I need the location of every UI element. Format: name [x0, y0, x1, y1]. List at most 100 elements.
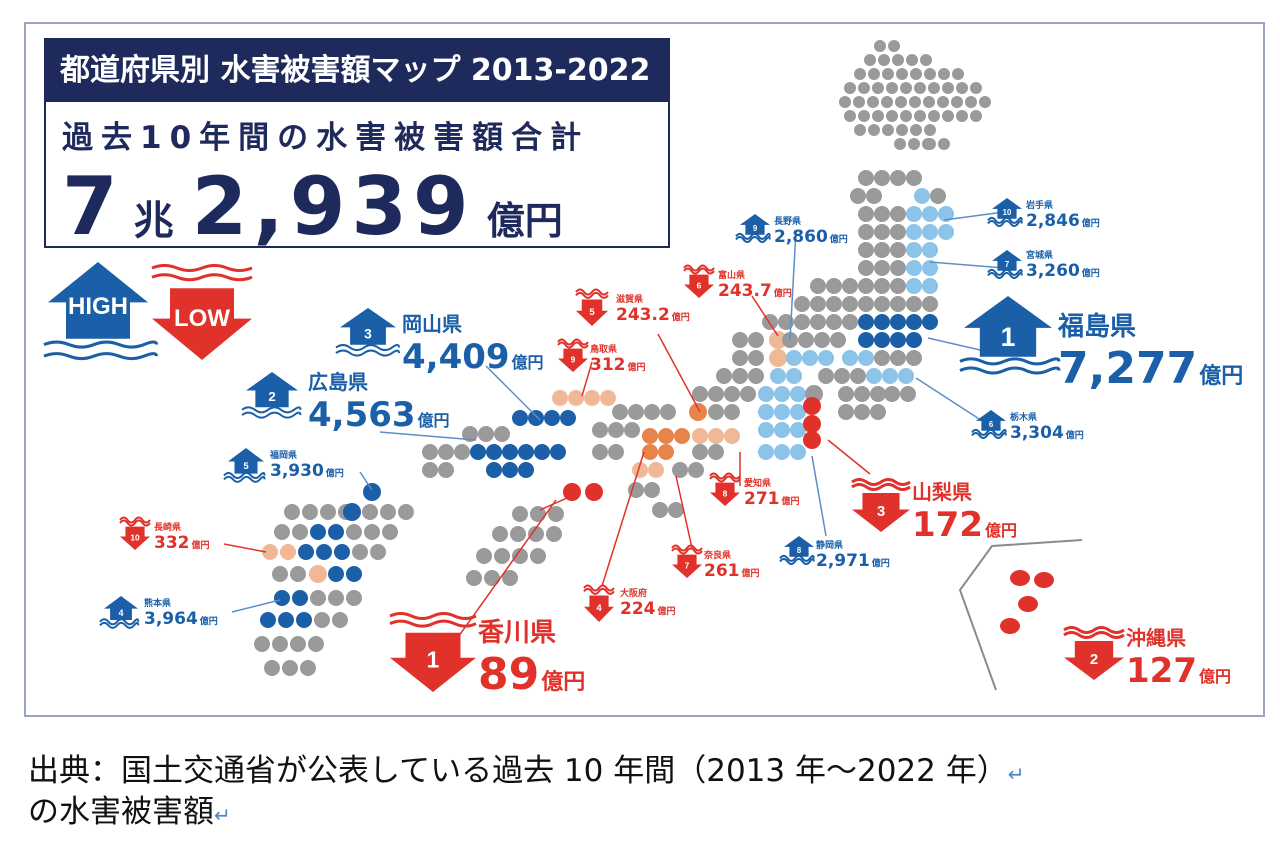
pref-name: 沖縄県 — [1126, 626, 1186, 650]
hokkaido-dot — [937, 96, 949, 108]
wave-icon — [779, 557, 815, 565]
hokkaido-dot — [858, 82, 870, 94]
map-dot — [906, 206, 922, 222]
map-dot — [600, 390, 616, 406]
map-dot — [438, 462, 454, 478]
map-dot — [278, 612, 294, 628]
low-rank-2-label: 沖縄県 127 億円 — [1126, 622, 1231, 691]
pref-name: 栃木県 — [1010, 413, 1038, 423]
rank-number: 5 — [589, 307, 595, 318]
map-dot — [364, 524, 380, 540]
hokkaido-dot — [908, 138, 920, 150]
map-dot — [770, 368, 786, 384]
map-dot — [842, 278, 858, 294]
hokkaido-dot — [910, 68, 922, 80]
map-dot — [518, 462, 534, 478]
rank-low-badge-icon — [152, 288, 252, 360]
map-dot — [494, 548, 510, 564]
map-dot — [802, 350, 818, 366]
map-dot — [890, 206, 906, 222]
map-dot — [858, 296, 874, 312]
rank-number: 4 — [118, 608, 123, 618]
map-dot — [858, 260, 874, 276]
map-dot — [422, 462, 438, 478]
wave-icon — [151, 273, 253, 282]
high-rank-1-label: 福島県 7,277億円 — [1058, 306, 1243, 394]
wave-icon — [99, 621, 140, 629]
map-dot — [612, 404, 628, 420]
rank-number: 7 — [1005, 260, 1009, 269]
wave-icon — [987, 216, 1023, 224]
map-dot — [810, 296, 826, 312]
rank-number: 6 — [989, 420, 994, 429]
map-dot — [748, 332, 764, 348]
hokkaido-dot — [872, 110, 884, 122]
map-dot — [794, 314, 810, 330]
pref-unit: 億円 — [1198, 667, 1231, 686]
pref-value: 3,304 — [1010, 423, 1064, 443]
map-dot — [890, 170, 906, 186]
hokkaido-dot — [854, 124, 866, 136]
hokkaido-dot — [909, 96, 921, 108]
low-rank-1-label: 香川県 89億円 — [478, 612, 585, 700]
pref-name: 香川県 — [478, 618, 557, 648]
leader-line — [581, 361, 593, 397]
map-dot — [486, 462, 502, 478]
leader-line — [943, 211, 1005, 221]
hokkaido-dot — [886, 82, 898, 94]
hokkaido-dot — [858, 110, 870, 122]
map-dot — [838, 386, 854, 402]
rank-high-badge-icon — [104, 596, 138, 620]
map-dot — [274, 590, 290, 606]
high-rank-7-label: 宮城県 3,260 億円 — [1026, 248, 1100, 281]
pref-name: 長崎県 — [154, 523, 182, 533]
map-dot — [296, 612, 312, 628]
source-text-2: の水害被害額 — [28, 794, 214, 830]
pref-value: 89 — [478, 649, 540, 700]
pref-name: 岩手県 — [1026, 201, 1054, 211]
pref-unit: 億円 — [511, 353, 544, 372]
rank-number: 3 — [877, 503, 885, 520]
wave-icon — [119, 519, 151, 527]
map-dot — [642, 444, 658, 460]
map-dot — [512, 410, 528, 426]
map-dot — [502, 444, 518, 460]
leader-line — [539, 493, 577, 511]
wave-icon — [43, 340, 158, 349]
wave-icon — [671, 547, 703, 555]
rank-low-badge-icon — [684, 274, 714, 298]
map-dot — [874, 332, 890, 348]
map-dot — [748, 350, 764, 366]
hokkaido-dot — [923, 96, 935, 108]
hokkaido-dot — [868, 68, 880, 80]
rank-low-badge-icon — [710, 482, 740, 506]
map-dot — [858, 314, 874, 330]
leader-line — [929, 261, 1005, 269]
hokkaido-dot — [892, 54, 904, 66]
map-dot — [870, 386, 886, 402]
map-dot — [438, 444, 454, 460]
map-dot — [502, 462, 518, 478]
map-dot — [890, 278, 906, 294]
pref-value: 243.7 — [718, 281, 772, 301]
map-dot — [642, 428, 658, 444]
pref-unit: 億円 — [781, 497, 800, 507]
map-dot — [922, 314, 938, 330]
map-dot — [316, 544, 332, 560]
map-dot — [548, 506, 564, 522]
total-unit: 億円 — [486, 199, 563, 243]
wave-icon — [335, 344, 400, 352]
map-dot — [826, 314, 842, 330]
map-dot — [778, 314, 794, 330]
map-dot — [906, 170, 922, 186]
rank-high-badge-icon — [228, 448, 264, 474]
map-dot — [818, 368, 834, 384]
map-dot — [672, 462, 688, 478]
hokkaido-dot — [979, 96, 991, 108]
rank-low-badge-icon — [576, 299, 608, 326]
map-dot — [890, 296, 906, 312]
pref-name: 滋賀県 — [616, 295, 644, 305]
pref-name: 岡山県 — [402, 312, 462, 336]
hokkaido-dot — [900, 110, 912, 122]
pref-unit: 億円 — [657, 607, 676, 617]
